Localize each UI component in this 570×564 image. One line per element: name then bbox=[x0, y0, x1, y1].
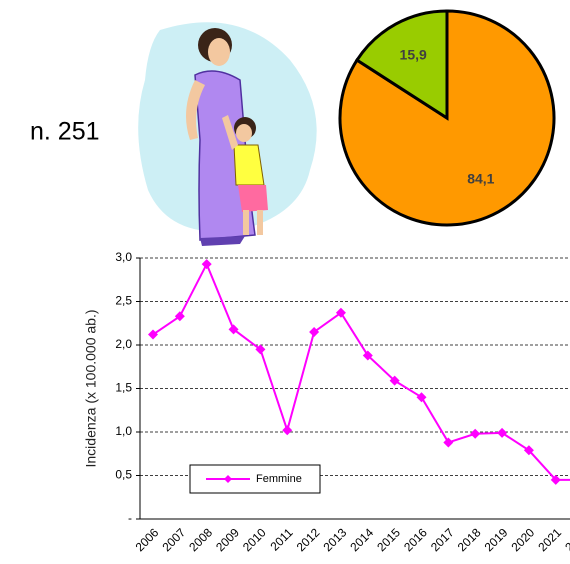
x-tick-label: 2020 bbox=[508, 525, 537, 554]
x-tick-label: 2008 bbox=[186, 525, 215, 554]
line-marker bbox=[497, 427, 508, 438]
x-tick-label: 2012 bbox=[294, 525, 323, 554]
x-tick-label: 2011 bbox=[267, 525, 295, 553]
y-tick-label: 1,5 bbox=[115, 381, 132, 395]
y-tick-label: 0,5 bbox=[115, 468, 132, 482]
x-tick-label: 2015 bbox=[374, 525, 403, 554]
caption: n. 251 bbox=[30, 118, 100, 146]
x-tick-label: 2009 bbox=[213, 525, 242, 554]
x-tick-label: 2017 bbox=[428, 525, 457, 554]
y-tick-label: - bbox=[128, 511, 132, 525]
line-series bbox=[152, 261, 570, 481]
line-marker bbox=[282, 425, 293, 436]
slice-label: 84,1 bbox=[467, 171, 494, 187]
line-marker bbox=[335, 307, 346, 318]
line-marker bbox=[523, 445, 534, 456]
x-tick-label: 2006 bbox=[133, 525, 162, 554]
line-marker bbox=[228, 324, 239, 335]
x-tick-label: 2019 bbox=[482, 525, 511, 554]
line-marker bbox=[201, 259, 212, 270]
x-tick-label: 2010 bbox=[240, 525, 269, 554]
x-tick-label: 2007 bbox=[159, 525, 188, 554]
legend-label: Femmine bbox=[256, 473, 302, 485]
line-marker bbox=[362, 350, 373, 361]
line-marker bbox=[416, 392, 427, 403]
x-tick-label: 2021 bbox=[535, 525, 564, 554]
line-marker bbox=[148, 329, 158, 340]
x-tick-label: 2018 bbox=[455, 525, 484, 554]
x-tick-label: 2022 bbox=[562, 525, 570, 554]
x-tick-label: 2014 bbox=[347, 525, 376, 554]
slice-label: 15,9 bbox=[400, 47, 427, 63]
line-marker bbox=[255, 344, 266, 355]
line-marker bbox=[389, 375, 400, 386]
illustration bbox=[138, 22, 317, 246]
y-tick-label: 3,0 bbox=[115, 250, 132, 264]
legend-marker bbox=[224, 475, 232, 483]
line-marker bbox=[550, 474, 561, 485]
y-axis-title: Incidenza (x 100.000 ab.) bbox=[83, 310, 99, 468]
pie-slice bbox=[354, 9, 449, 121]
line-marker bbox=[470, 428, 481, 439]
y-tick-label: 2,0 bbox=[115, 337, 132, 351]
x-tick-label: 2016 bbox=[401, 525, 430, 554]
line-marker bbox=[443, 437, 454, 448]
line-marker bbox=[174, 311, 185, 322]
y-tick-label: 1,0 bbox=[115, 424, 132, 438]
x-tick-label: 2013 bbox=[321, 525, 350, 554]
y-tick-label: 2,5 bbox=[115, 294, 132, 308]
line-marker bbox=[309, 326, 320, 337]
